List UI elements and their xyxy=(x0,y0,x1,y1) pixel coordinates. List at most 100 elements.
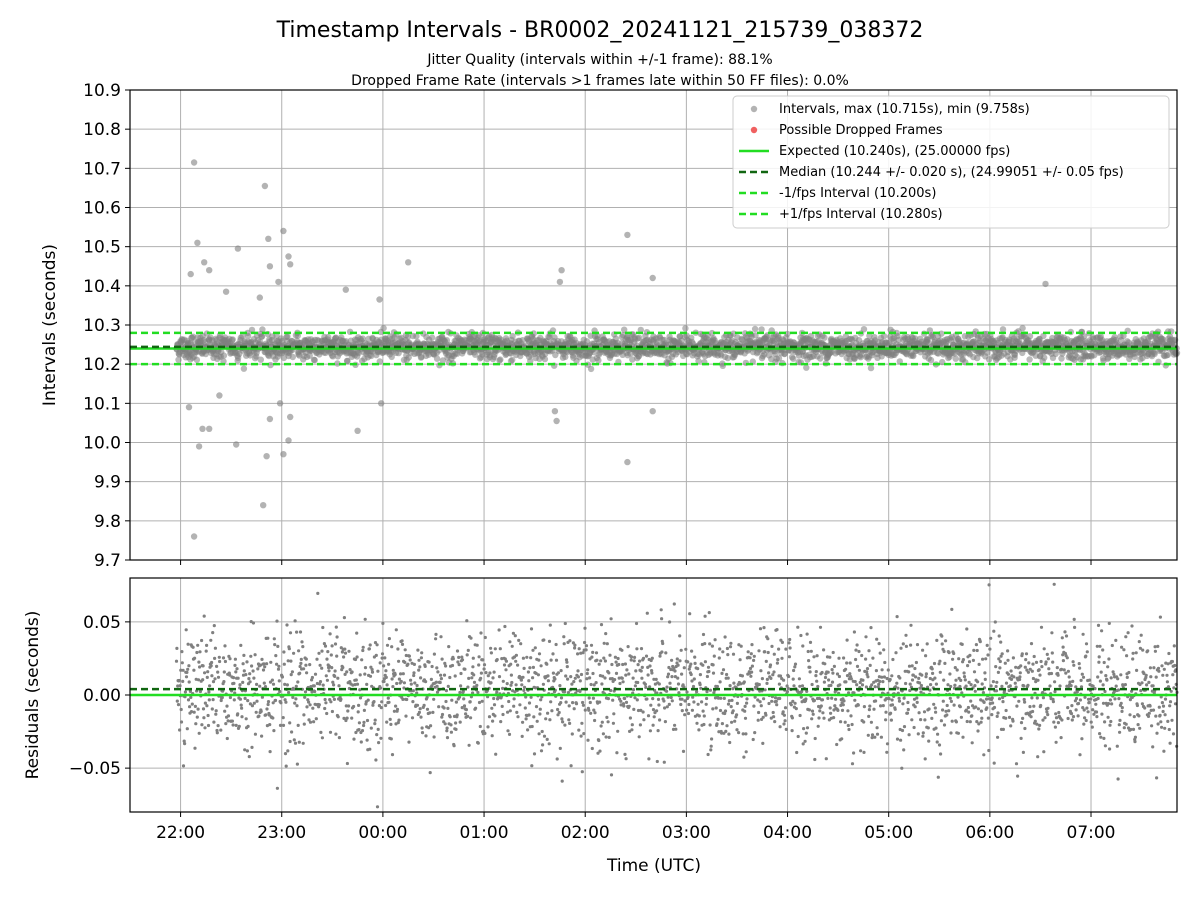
residual-point xyxy=(681,749,686,754)
residual-point xyxy=(974,643,979,647)
residual-point xyxy=(855,664,860,669)
residual-point xyxy=(527,701,532,705)
residual-point xyxy=(314,717,318,721)
residual-point xyxy=(887,697,891,701)
residual-point xyxy=(706,665,711,669)
residual-point xyxy=(390,677,394,681)
residual-point xyxy=(362,708,366,713)
residual-point xyxy=(934,682,939,686)
residual-point xyxy=(793,662,798,666)
residual-point xyxy=(728,645,733,649)
residual-point xyxy=(846,709,850,713)
residual-point xyxy=(1038,723,1042,728)
residual-point xyxy=(424,680,428,684)
residual-point xyxy=(287,647,291,651)
residual-point xyxy=(226,719,230,723)
residual-point xyxy=(330,666,334,670)
residual-point xyxy=(423,664,427,669)
residual-point xyxy=(548,718,552,722)
residual-point xyxy=(758,700,762,704)
residual-point xyxy=(516,663,520,667)
residual-point xyxy=(658,654,662,658)
residual-point xyxy=(668,681,672,685)
residual-point xyxy=(406,662,410,666)
residual-point xyxy=(655,709,659,713)
residual-point xyxy=(655,759,659,764)
residual-point xyxy=(662,699,666,703)
residual-point xyxy=(604,735,608,739)
residual-point xyxy=(737,731,741,735)
residual-point xyxy=(288,631,293,635)
residual-point xyxy=(352,737,356,741)
interval-outlier-point xyxy=(1042,280,1049,288)
residual-point xyxy=(845,638,849,642)
residual-point xyxy=(547,742,551,746)
residual-point xyxy=(711,663,715,667)
residual-point xyxy=(385,643,390,647)
residual-point xyxy=(611,698,615,702)
residual-point xyxy=(342,655,346,659)
residual-point xyxy=(561,720,565,724)
residual-point xyxy=(897,699,902,703)
residual-point xyxy=(838,683,842,687)
residual-point xyxy=(695,721,699,725)
residual-point xyxy=(938,670,942,674)
residual-point xyxy=(613,678,617,682)
residual-point xyxy=(830,668,834,672)
residual-point xyxy=(614,671,619,676)
residual-point xyxy=(554,658,559,662)
residual-point xyxy=(632,707,636,712)
residual-point xyxy=(319,730,323,735)
residual-point xyxy=(606,697,611,701)
residual-point xyxy=(871,656,875,660)
interval-point xyxy=(428,334,436,341)
residual-point xyxy=(482,667,486,671)
residual-point xyxy=(979,709,984,713)
interval-point xyxy=(758,326,765,333)
residual-point xyxy=(787,641,791,645)
residual-point xyxy=(471,656,475,660)
residual-point xyxy=(801,644,805,648)
residual-point xyxy=(577,647,581,651)
residual-point xyxy=(244,717,248,721)
residual-point xyxy=(687,702,691,707)
residual-point xyxy=(588,700,592,705)
residual-point xyxy=(654,677,658,682)
residual-point xyxy=(285,683,289,687)
interval-outlier-point xyxy=(280,451,287,458)
residual-point xyxy=(670,699,674,703)
residual-point xyxy=(832,716,836,720)
residual-point xyxy=(989,684,993,688)
residual-point xyxy=(466,648,470,653)
residual-point xyxy=(766,637,770,641)
residual-point xyxy=(429,677,433,682)
interval-point xyxy=(220,358,227,365)
residual-point xyxy=(266,636,270,640)
residual-point xyxy=(442,706,446,710)
residual-point xyxy=(759,669,763,673)
residual-point xyxy=(666,672,671,676)
residual-point xyxy=(752,704,756,708)
residual-point xyxy=(198,650,202,654)
residual-point xyxy=(849,677,853,681)
residual-point xyxy=(792,684,796,688)
residual-point xyxy=(827,678,831,682)
residual-point xyxy=(959,678,963,683)
residual-point xyxy=(679,702,683,707)
residual-point xyxy=(766,650,770,655)
residual-point xyxy=(594,651,599,655)
residual-point xyxy=(616,656,620,661)
residual-point xyxy=(708,723,712,727)
residual-point xyxy=(539,698,543,702)
interval-point xyxy=(175,356,182,363)
residual-point xyxy=(226,714,231,718)
residual-point xyxy=(1004,681,1009,685)
residual-point xyxy=(333,669,337,673)
residual-point xyxy=(646,714,651,718)
residual-point xyxy=(538,712,542,716)
residual-point xyxy=(550,709,554,713)
residual-point xyxy=(1014,762,1019,766)
residual-point xyxy=(1022,684,1026,688)
residual-point xyxy=(980,716,984,720)
residual-point xyxy=(979,720,983,724)
